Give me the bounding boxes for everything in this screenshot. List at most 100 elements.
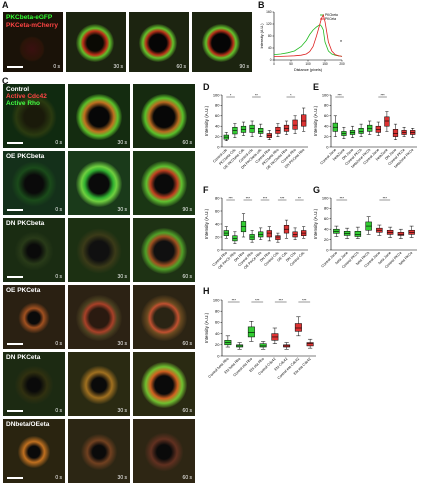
panel-c-tile: 0 s DNbeta/OEeta xyxy=(3,419,65,483)
chart-g: 0 20 40 60 80 100 Intensity (A.U.) Control Zone… xyxy=(313,195,417,269)
panel-c-tile: 0 s DN PKCbeta xyxy=(3,218,65,282)
significance-label: *** xyxy=(263,196,268,200)
box xyxy=(354,231,362,237)
significance-label: *** xyxy=(380,93,385,97)
significance-label: *** xyxy=(337,93,342,97)
y-axis-label: Intensity (A.U.) xyxy=(260,23,264,49)
y-tick-label: 20 xyxy=(215,234,220,239)
y-axis-label: Intensity (A.U.) xyxy=(204,105,209,136)
cell-image xyxy=(11,429,57,475)
label-active-cdc42: Active Cdc42 xyxy=(6,93,47,100)
significance-label: *** xyxy=(383,196,388,200)
y-tick-label: 60 xyxy=(324,113,329,118)
timestamp: 30 s xyxy=(117,475,127,481)
box xyxy=(294,323,302,332)
row-title: DN PKCbeta xyxy=(6,220,45,227)
panel-c-tile: 30 s xyxy=(68,84,130,148)
box xyxy=(358,128,364,134)
x-tick-label: DN Rho xyxy=(233,251,245,263)
y-tick-label: 40 xyxy=(324,124,329,129)
y-tick-label: 100 xyxy=(322,92,329,97)
cell-image xyxy=(141,94,187,140)
panel-letter-a: A xyxy=(2,0,9,10)
y-tick-label: 80 xyxy=(268,34,272,38)
significance-label: *** xyxy=(340,196,345,200)
cell-image xyxy=(76,295,122,341)
panel-c-tile: 60 s xyxy=(133,419,195,483)
cell-image xyxy=(76,24,114,62)
significance-label: ** xyxy=(255,93,258,97)
cell-image xyxy=(76,161,122,207)
cell-image xyxy=(139,24,177,62)
scale-bar xyxy=(7,209,23,211)
panel-letter-e: E xyxy=(313,82,320,92)
cell-image xyxy=(141,228,187,274)
y-tick-label: 80 xyxy=(215,309,220,314)
panel-letter-f: F xyxy=(203,185,209,195)
box xyxy=(306,342,314,347)
timestamp: 0 s xyxy=(55,140,62,146)
significance-label: *** xyxy=(232,298,237,302)
panel-c-tile: 60 s xyxy=(133,84,195,148)
y-tick-label: 0 xyxy=(217,144,220,149)
legend-label: PKCbeta xyxy=(325,13,338,17)
timestamp: 0 s xyxy=(55,475,62,481)
label-active-rho: Active Rho xyxy=(6,100,40,107)
timestamp: 90 s xyxy=(239,64,249,70)
timestamp: 30 s xyxy=(117,274,127,280)
y-tick-label: 80 xyxy=(215,103,220,108)
significance-label: *** xyxy=(302,298,307,302)
timestamp: 30 s xyxy=(113,64,123,70)
scale-bar xyxy=(7,66,23,68)
cell-image xyxy=(11,362,57,408)
timestamp: 60 s xyxy=(176,64,186,70)
panel-letter-h: H xyxy=(203,286,210,296)
y-axis-label: Intensity (A.U.) xyxy=(204,208,209,239)
y-tick-label: 100 xyxy=(322,195,329,200)
panel-c-tile: 30 s xyxy=(68,285,130,349)
scale-bar xyxy=(7,410,23,412)
scale-bar xyxy=(7,477,23,479)
panel-a-tile-2: 30 s xyxy=(66,12,126,72)
cell-image xyxy=(76,94,122,140)
scale-bar xyxy=(7,142,23,144)
x-tick-label: 150 xyxy=(322,62,328,66)
box xyxy=(258,128,264,134)
y-tick-label: 0 xyxy=(326,144,329,149)
panel-c-tile: 30 s xyxy=(68,352,130,416)
panel-c-tile: 60 s xyxy=(133,285,195,349)
cell-image xyxy=(76,429,122,475)
legend-label: PKCeta xyxy=(325,17,336,21)
box xyxy=(249,124,255,133)
timestamp: 60 s xyxy=(182,341,192,347)
timestamp: 30 s xyxy=(117,408,127,414)
panel-c-tile: 30 s xyxy=(68,419,130,483)
x-tick-label: OE Cdc xyxy=(276,251,288,263)
label-pkcbeta-egfp: PKCbeta-eGFP xyxy=(6,14,53,21)
x-tick-label: Control Zone xyxy=(321,251,339,269)
x-axis-label: Distance (pixels) xyxy=(294,68,323,72)
panel-a-tile-3: 60 s xyxy=(129,12,189,72)
y-tick-label: 160 xyxy=(266,10,272,14)
significance-label: *** xyxy=(246,196,251,200)
box xyxy=(292,119,298,130)
timestamp: 60 s xyxy=(182,408,192,414)
panel-c-tile: 60 s xyxy=(133,352,195,416)
box xyxy=(384,116,390,127)
panel-c-tile: 0 s OE PKCeta xyxy=(3,285,65,349)
panel-c-tile: 0 s OE PKCbeta xyxy=(3,151,65,215)
y-tick-label: 100 xyxy=(213,92,220,97)
box xyxy=(392,129,399,137)
y-tick-label: 0 xyxy=(217,247,220,252)
y-tick-label: 80 xyxy=(324,103,329,108)
row-title: OE PKCeta xyxy=(6,287,41,294)
box xyxy=(397,232,405,236)
timestamp: 90 s xyxy=(182,207,192,213)
panel-letter-g: G xyxy=(313,185,321,195)
y-tick-label: 20 xyxy=(215,134,220,139)
y-tick-label: 20 xyxy=(324,237,329,242)
